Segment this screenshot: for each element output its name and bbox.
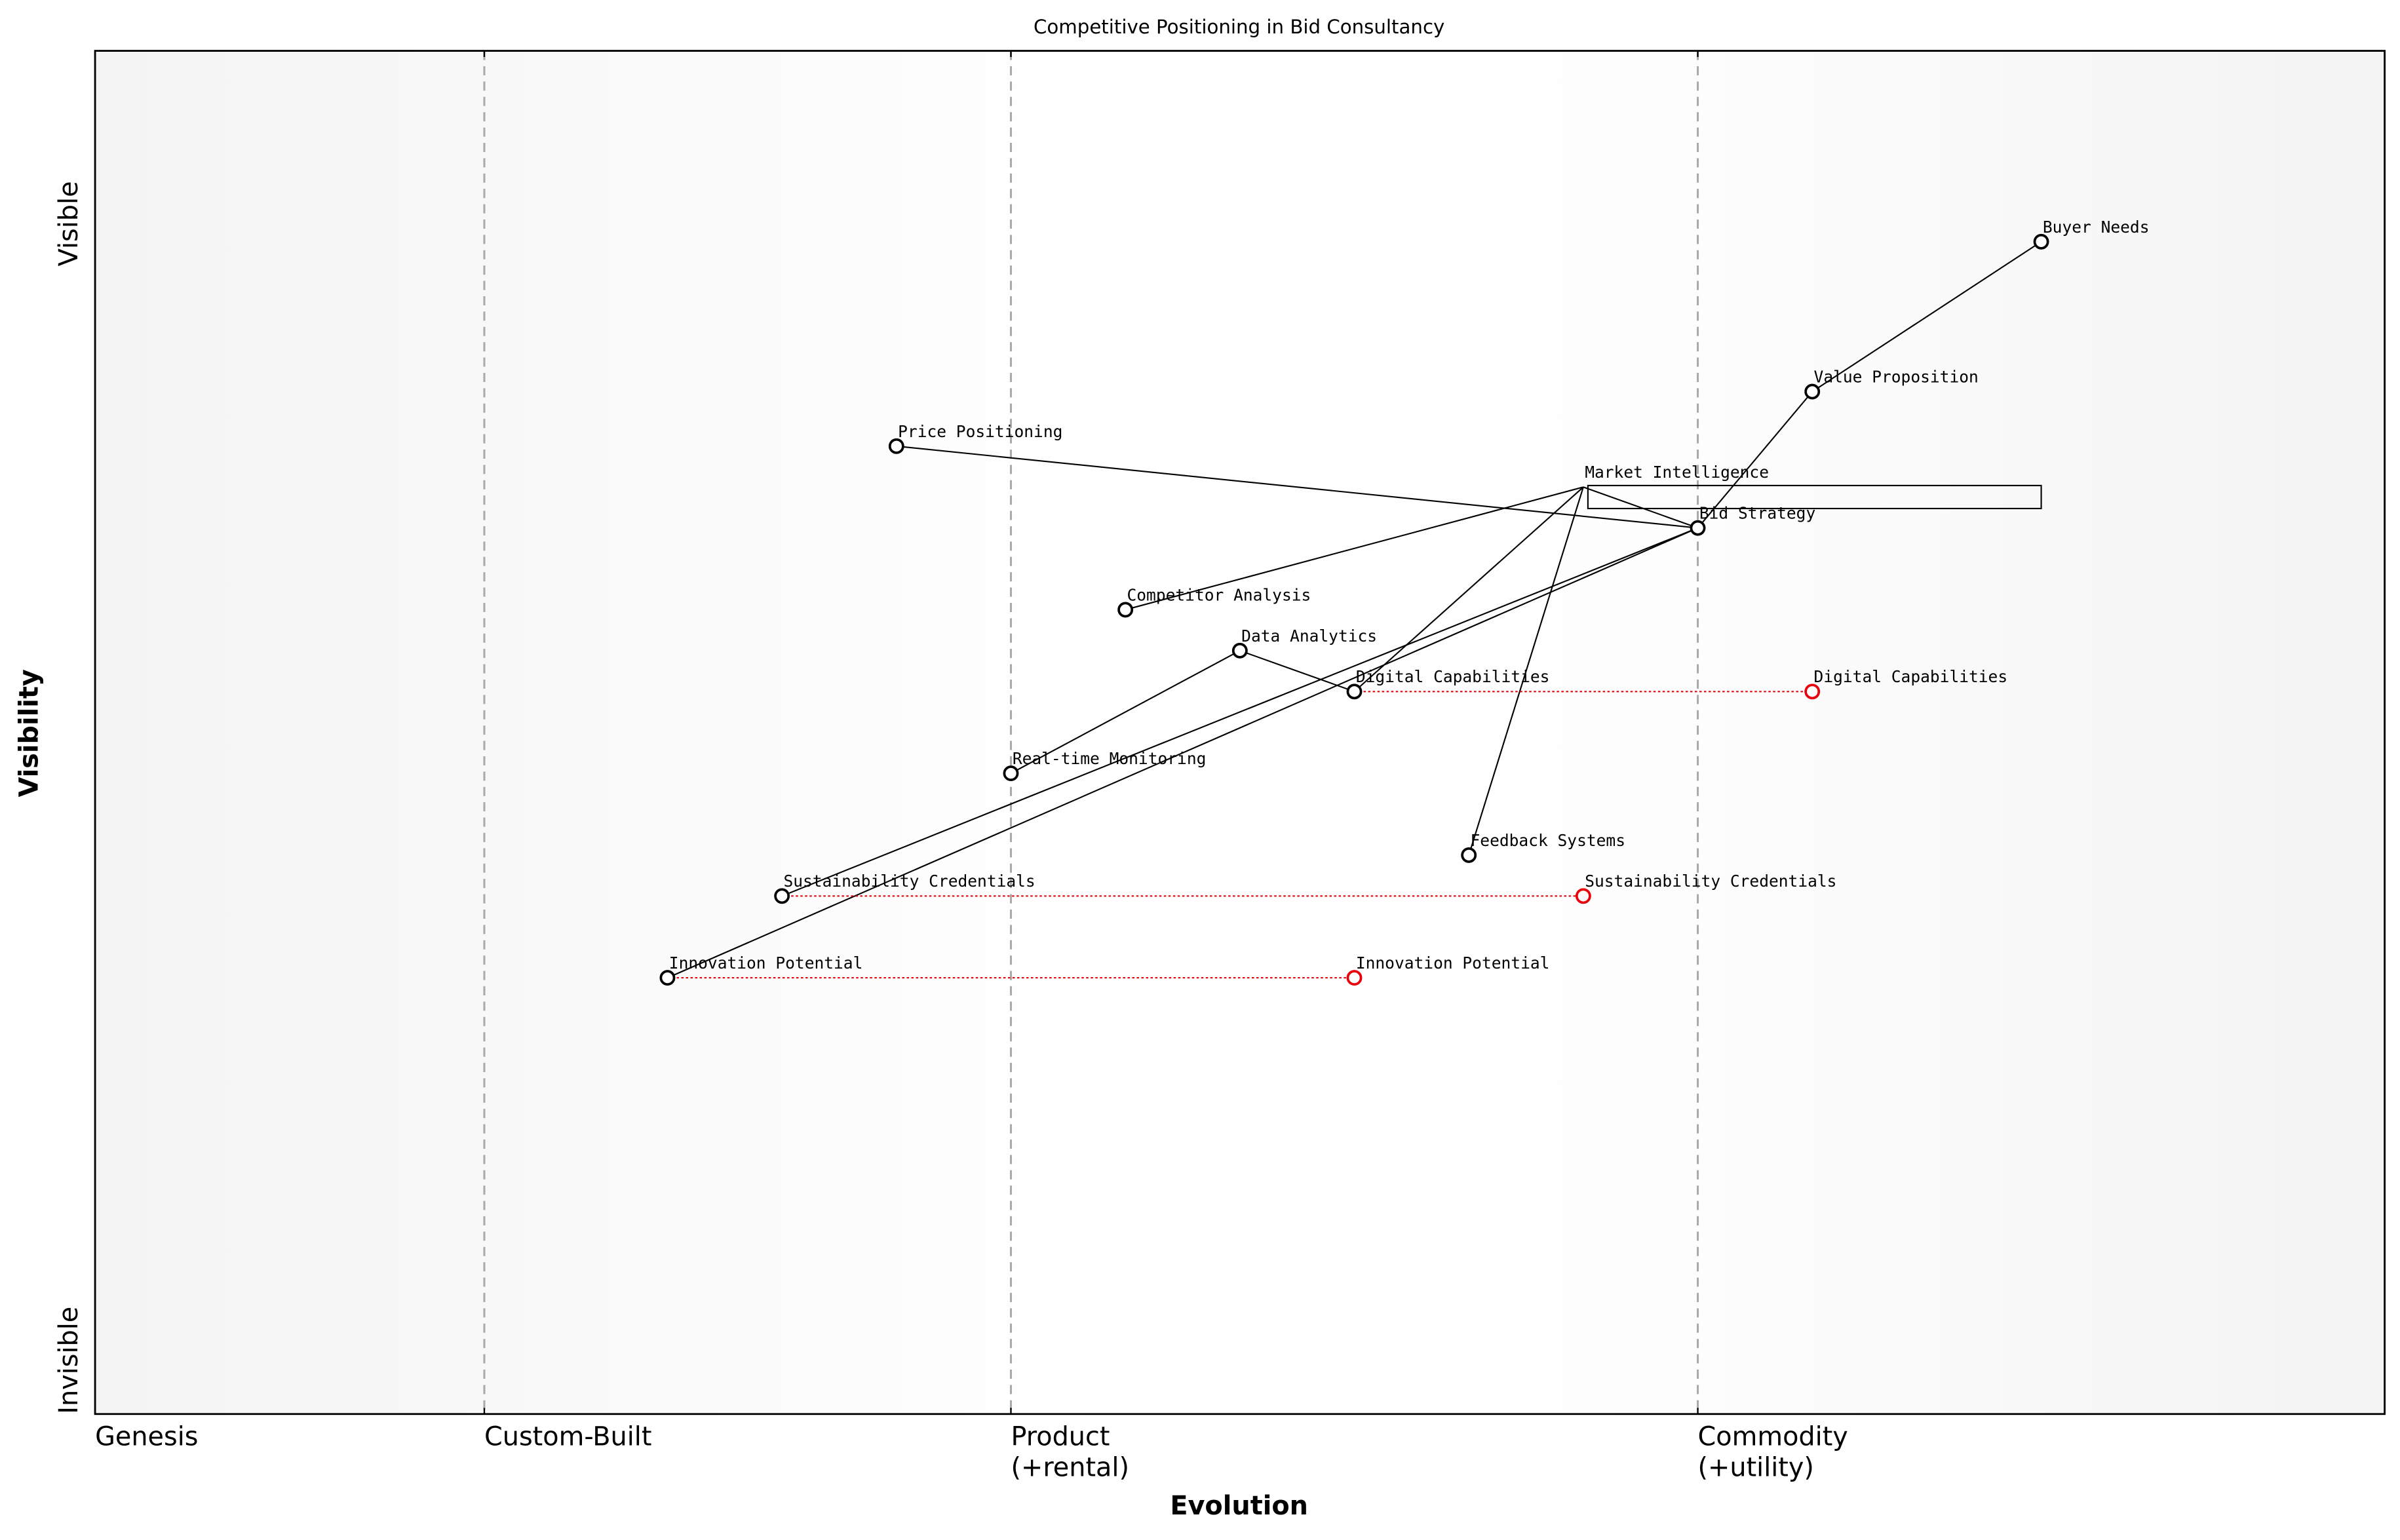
plot-frame xyxy=(94,50,2386,1415)
evolved-component xyxy=(1575,888,1591,904)
y-bottom-label: Invisible xyxy=(54,1307,84,1414)
plot-layer: Genesis Custom-Built Product(+rental) Commo… xyxy=(94,50,2150,1483)
x-axis-title: Evolution xyxy=(1170,1491,1308,1521)
component xyxy=(659,970,676,986)
evolved-label: Digital Capabilities xyxy=(1814,667,2008,686)
evolved-component xyxy=(1804,683,1821,700)
y-axis-title: Visibility xyxy=(14,669,44,797)
component xyxy=(1461,847,1477,863)
link xyxy=(667,527,1698,979)
link xyxy=(1811,241,2042,393)
component-label: Innovation Potential xyxy=(669,953,863,972)
component xyxy=(1804,383,1821,400)
component-label: Market Intelligence xyxy=(1585,463,1769,482)
component-label: Digital Capabilities xyxy=(1356,667,1550,686)
link xyxy=(1583,486,1698,529)
evolved-label: Sustainability Credentials xyxy=(1585,872,1836,891)
x-tick-label: (+rental) xyxy=(1011,1453,1129,1483)
component-label: Competitor Analysis xyxy=(1127,585,1311,604)
link xyxy=(781,527,1698,897)
x-tick-label: Commodity xyxy=(1698,1422,1848,1452)
component-label: Real-time Monitoring xyxy=(1013,749,1207,768)
chart-title: Competitive Positioning in Bid Consultan… xyxy=(1034,16,1444,38)
link xyxy=(1353,486,1584,693)
link xyxy=(1697,391,1813,529)
link xyxy=(1010,649,1241,775)
evolved-label: Innovation Potential xyxy=(1356,953,1550,972)
evolved-component xyxy=(1346,970,1363,986)
component-label: Value Proposition xyxy=(1814,368,1979,387)
pipeline xyxy=(1587,484,2042,510)
x-tick-label: Genesis xyxy=(95,1422,198,1452)
link xyxy=(1239,649,1355,693)
x-tick-label: Product xyxy=(1011,1422,1110,1452)
link xyxy=(1468,486,1584,856)
link xyxy=(1125,486,1584,611)
component-label: Price Positioning xyxy=(898,422,1062,441)
component xyxy=(1003,765,1019,782)
x-tick-label: Custom-Built xyxy=(484,1422,651,1452)
component-label: Sustainability Credentials xyxy=(783,872,1035,891)
component xyxy=(888,438,904,454)
component-label: Buyer Needs xyxy=(2043,218,2150,237)
component-label: Data Analytics xyxy=(1241,626,1377,645)
plot-background xyxy=(95,50,2385,1414)
component xyxy=(774,888,790,904)
component-label: Bid Strategy xyxy=(1699,504,1815,523)
component xyxy=(1346,683,1363,700)
link xyxy=(896,445,1698,529)
component-label: Feedback Systems xyxy=(1471,831,1625,850)
x-tick-label: (+utility) xyxy=(1698,1453,1814,1483)
component xyxy=(1117,602,1134,618)
component xyxy=(2033,233,2049,250)
component xyxy=(1690,520,1706,536)
component xyxy=(1231,642,1248,659)
y-top-label: Visible xyxy=(54,181,84,266)
